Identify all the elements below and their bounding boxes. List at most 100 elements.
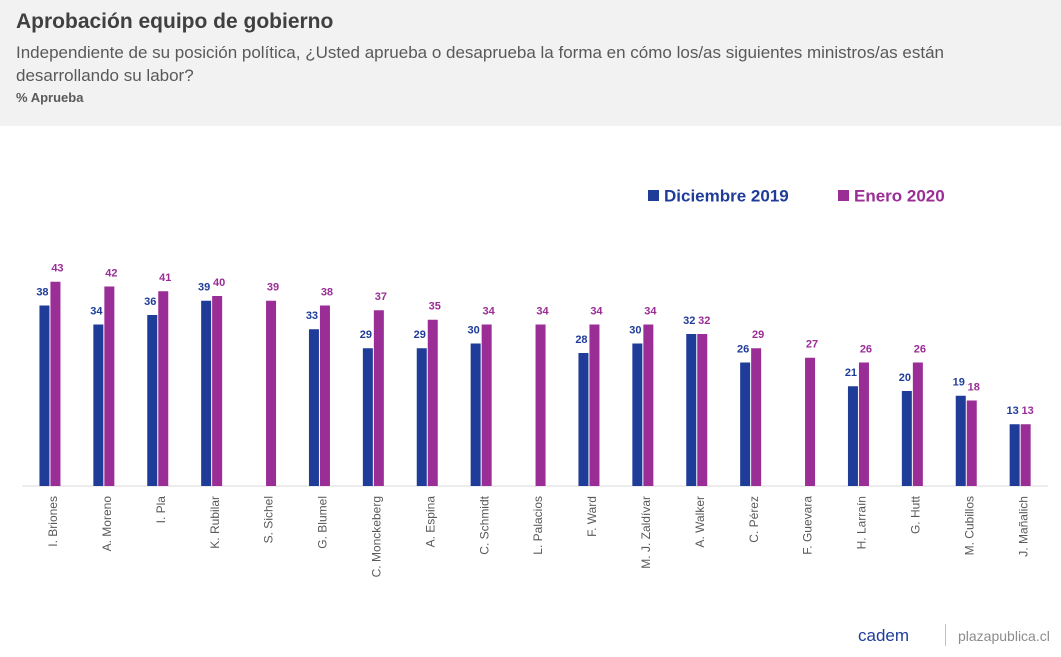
x-tick-label: I. Pla — [154, 496, 168, 524]
value-label: 43 — [51, 263, 63, 275]
value-label: 34 — [483, 305, 496, 317]
x-tick-label: C. Schmidt — [477, 495, 491, 554]
value-label: 38 — [321, 286, 333, 298]
value-label: 39 — [267, 282, 279, 294]
value-label: 13 — [1022, 405, 1034, 417]
bar — [1020, 424, 1031, 486]
bar — [308, 329, 319, 486]
bar — [39, 305, 50, 486]
header: Aprobación equipo de gobierno Independie… — [0, 0, 1061, 126]
bar — [416, 348, 427, 486]
bar — [901, 391, 912, 486]
value-label: 30 — [468, 324, 480, 336]
x-tick-label: A. Walker — [693, 496, 707, 548]
value-label: 34 — [536, 305, 549, 317]
value-label: 34 — [644, 305, 657, 317]
site-name: plazapublica.cl — [958, 628, 1050, 644]
x-tick-label: C. Monckeberg — [370, 496, 384, 577]
x-tick-label: H. Larraín — [855, 496, 869, 549]
value-label: 29 — [360, 329, 372, 341]
value-label: 39 — [198, 282, 210, 294]
value-label: 35 — [429, 301, 441, 313]
bar — [158, 291, 169, 486]
bar — [632, 343, 643, 486]
bar — [535, 324, 546, 486]
value-label: 37 — [375, 291, 387, 303]
bar — [686, 334, 697, 486]
legend-label: Diciembre 2019 — [664, 186, 789, 205]
value-label: 29 — [752, 329, 764, 341]
value-label: 34 — [90, 305, 103, 317]
x-tick-label: F. Guevara — [801, 496, 815, 555]
value-label: 19 — [953, 377, 965, 389]
x-tick-label: A. Espina — [423, 496, 437, 548]
value-label: 34 — [590, 305, 603, 317]
bar — [589, 324, 600, 486]
bar — [147, 315, 158, 486]
bar — [858, 362, 869, 486]
unit-label: % Aprueba — [16, 90, 84, 105]
value-label: 33 — [306, 310, 318, 322]
bar — [1009, 424, 1020, 486]
x-tick-label: J. Mañalich — [1016, 496, 1030, 557]
bar — [955, 395, 966, 486]
bar — [912, 362, 923, 486]
bar — [847, 386, 858, 486]
value-label: 18 — [968, 381, 980, 393]
value-label: 32 — [683, 315, 695, 327]
value-label: 26 — [860, 343, 872, 355]
separator — [945, 624, 946, 646]
bar — [966, 400, 977, 486]
bar — [805, 357, 816, 486]
value-label: 41 — [159, 272, 171, 284]
bar — [751, 348, 762, 486]
value-label: 26 — [737, 343, 749, 355]
value-label: 32 — [698, 315, 710, 327]
x-tick-label: G. Hutt — [909, 495, 923, 534]
bar — [373, 310, 384, 486]
value-label: 36 — [144, 296, 156, 308]
bar — [427, 319, 438, 486]
bar — [201, 300, 212, 486]
value-label: 42 — [105, 267, 117, 279]
x-tick-label: F. Ward — [585, 496, 599, 537]
value-label: 27 — [806, 339, 818, 351]
bar — [104, 286, 115, 486]
legend-label: Enero 2020 — [854, 186, 945, 205]
bar — [266, 300, 277, 486]
value-label: 20 — [899, 372, 911, 384]
bar — [93, 324, 104, 486]
value-label: 40 — [213, 277, 225, 289]
value-label: 30 — [629, 324, 641, 336]
x-tick-label: K. Rubilar — [208, 496, 222, 549]
value-label: 13 — [1007, 405, 1019, 417]
bar — [319, 305, 330, 486]
bar — [50, 281, 61, 486]
x-tick-label: L. Palacios — [531, 496, 545, 555]
value-label: 28 — [575, 334, 587, 346]
legend-swatch — [838, 190, 849, 201]
x-tick-label: S. Sichel — [262, 496, 276, 543]
bar — [481, 324, 492, 486]
value-label: 26 — [914, 343, 926, 355]
x-tick-label: M. J. Zaldívar — [639, 496, 653, 569]
x-tick-label: I. Briones — [46, 496, 60, 547]
brand-logo: cadem — [858, 626, 910, 645]
bar — [643, 324, 654, 486]
x-tick-label: C. Pérez — [747, 496, 761, 543]
bar — [578, 353, 589, 486]
x-tick-label: G. Blumel — [316, 496, 330, 549]
bar — [697, 334, 708, 486]
x-tick-label: A. Moreno — [100, 496, 114, 552]
bar — [362, 348, 373, 486]
bar — [212, 296, 223, 486]
value-label: 21 — [845, 367, 857, 379]
value-label: 38 — [36, 286, 48, 298]
value-label: 29 — [414, 329, 426, 341]
title: Aprobación equipo de gobierno — [16, 10, 334, 33]
bar — [740, 362, 751, 486]
bar — [470, 343, 481, 486]
subtitle: Independiente de su posición política, ¿… — [16, 43, 944, 85]
